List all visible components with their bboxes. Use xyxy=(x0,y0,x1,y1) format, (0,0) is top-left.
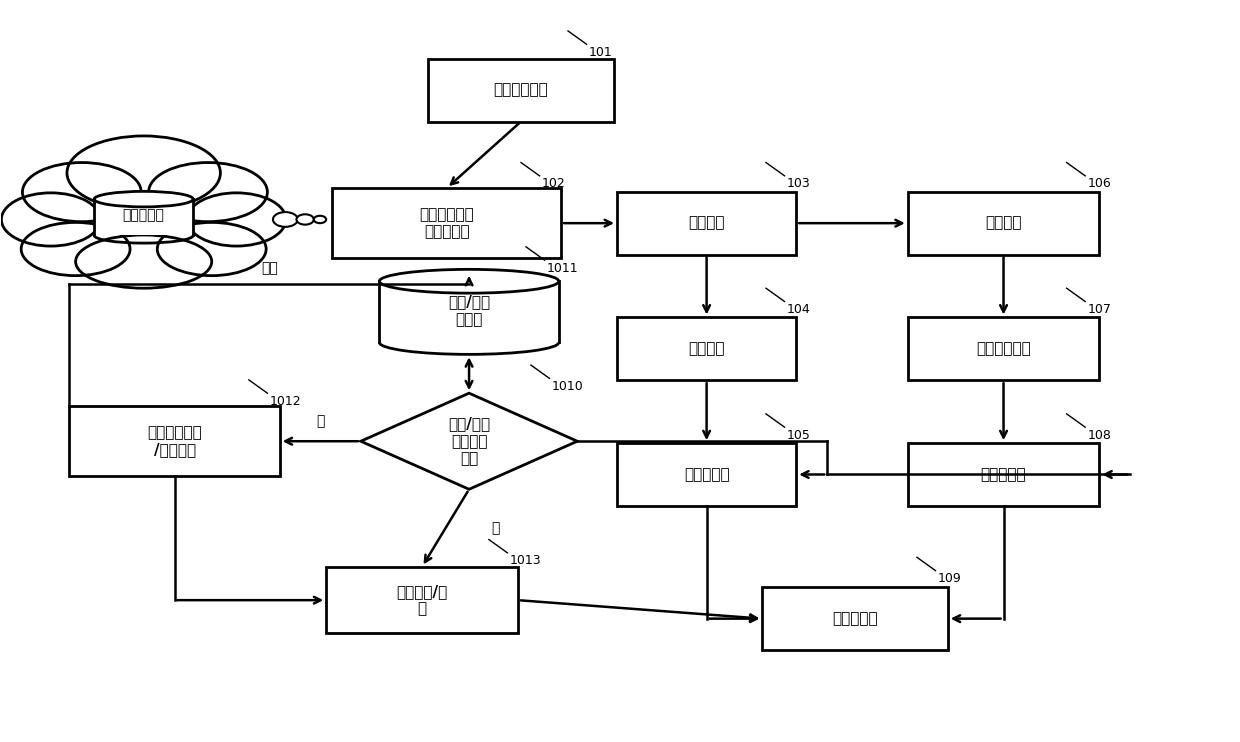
FancyBboxPatch shape xyxy=(326,567,518,634)
Text: 心情/性格
主题库: 心情/性格 主题库 xyxy=(448,295,490,327)
Text: 心情/性格
匹配是否
成功: 心情/性格 匹配是否 成功 xyxy=(448,416,490,466)
FancyBboxPatch shape xyxy=(618,191,796,255)
Text: 创建新的心情
/性格主题: 创建新的心情 /性格主题 xyxy=(148,425,202,457)
Text: 105: 105 xyxy=(787,429,811,441)
Text: 108: 108 xyxy=(1087,429,1111,441)
Bar xyxy=(94,199,193,235)
Text: 106: 106 xyxy=(1087,177,1111,191)
Circle shape xyxy=(296,214,314,225)
Text: 是: 是 xyxy=(491,521,500,535)
Bar xyxy=(379,281,559,343)
Ellipse shape xyxy=(187,193,286,246)
Text: 否: 否 xyxy=(316,414,325,428)
Text: 1013: 1013 xyxy=(510,554,542,568)
Ellipse shape xyxy=(157,223,267,275)
Text: 1012: 1012 xyxy=(270,395,301,407)
Polygon shape xyxy=(361,393,578,489)
FancyBboxPatch shape xyxy=(763,587,947,650)
Ellipse shape xyxy=(21,223,130,275)
Text: 109: 109 xyxy=(937,572,962,585)
FancyBboxPatch shape xyxy=(332,188,562,258)
FancyBboxPatch shape xyxy=(908,191,1100,255)
Ellipse shape xyxy=(22,162,141,222)
Text: 102: 102 xyxy=(542,177,565,191)
Text: 转录文本: 转录文本 xyxy=(986,216,1022,231)
Text: 特征词组合: 特征词组合 xyxy=(832,611,878,626)
Text: 情感分析模块: 情感分析模块 xyxy=(976,341,1030,356)
Ellipse shape xyxy=(149,162,268,222)
FancyBboxPatch shape xyxy=(69,406,280,476)
Ellipse shape xyxy=(94,191,193,207)
Text: 问答知识库: 问答知识库 xyxy=(123,209,165,223)
FancyBboxPatch shape xyxy=(908,318,1100,380)
Ellipse shape xyxy=(379,269,559,293)
Text: 107: 107 xyxy=(1087,303,1111,316)
Text: 呼叫转移至智
能问答模块: 呼叫转移至智 能问答模块 xyxy=(419,207,474,240)
Text: 语音识别: 语音识别 xyxy=(688,216,725,231)
Text: 更新: 更新 xyxy=(260,261,278,275)
Text: 情感特征词: 情感特征词 xyxy=(981,467,1027,482)
Text: 1011: 1011 xyxy=(547,262,579,275)
Text: 103: 103 xyxy=(787,177,811,191)
Text: 101: 101 xyxy=(589,46,613,59)
Text: 语气特征词: 语气特征词 xyxy=(683,467,729,482)
Ellipse shape xyxy=(1,193,100,246)
FancyBboxPatch shape xyxy=(908,443,1100,506)
Circle shape xyxy=(273,212,298,227)
FancyBboxPatch shape xyxy=(618,318,796,380)
Text: 接收呼入请求: 接收呼入请求 xyxy=(494,82,548,98)
Text: 来电心情/性
格: 来电心情/性 格 xyxy=(397,584,448,617)
FancyBboxPatch shape xyxy=(428,59,614,122)
Text: 104: 104 xyxy=(787,303,811,316)
Text: 语音解析: 语音解析 xyxy=(688,341,725,356)
FancyBboxPatch shape xyxy=(618,443,796,506)
Ellipse shape xyxy=(67,136,221,210)
Circle shape xyxy=(314,216,326,223)
Ellipse shape xyxy=(76,235,212,288)
Text: 1010: 1010 xyxy=(552,380,584,393)
